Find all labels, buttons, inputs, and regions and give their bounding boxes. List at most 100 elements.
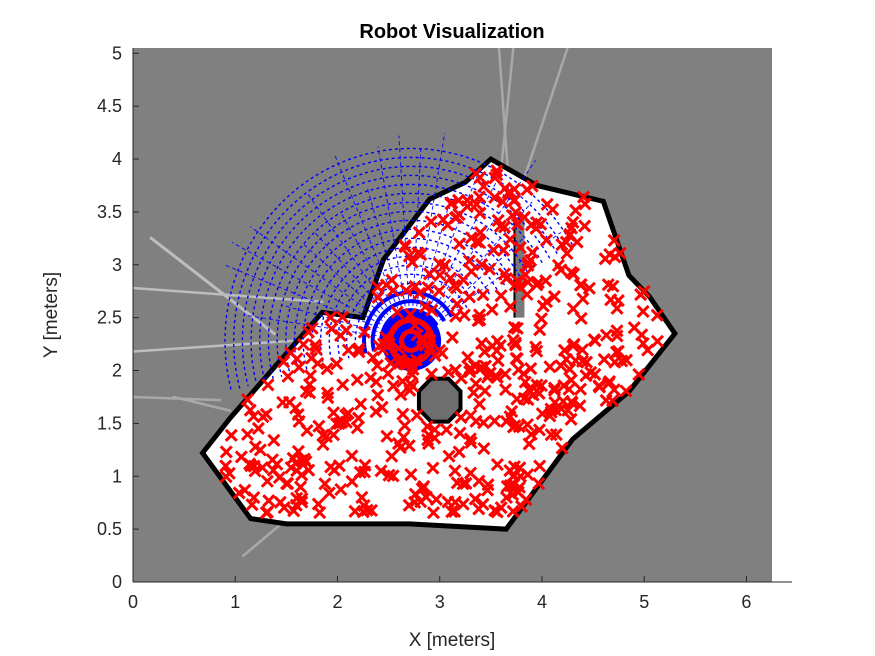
- particle-stroke: [563, 362, 577, 376]
- particle: [240, 427, 255, 442]
- particle: [576, 190, 591, 204]
- particle: [569, 203, 583, 218]
- particle-stroke: [453, 426, 467, 440]
- particle-stroke: [232, 486, 246, 500]
- particle-stroke: [490, 458, 504, 472]
- particle-stroke: [599, 393, 613, 407]
- particle-stroke: [399, 283, 413, 298]
- particle: [405, 367, 419, 382]
- particle: [566, 215, 580, 229]
- particle: [245, 498, 259, 512]
- particle-stroke: [533, 459, 547, 473]
- particle-stroke: [259, 506, 273, 520]
- particle: [606, 279, 620, 293]
- particle-stroke: [450, 476, 464, 490]
- particle: [498, 367, 512, 381]
- particle: [414, 495, 428, 509]
- particle: [632, 367, 646, 382]
- particle: [327, 463, 341, 477]
- particle-stroke: [234, 450, 248, 464]
- particle-stroke: [472, 474, 486, 488]
- particle-stroke: [574, 278, 588, 292]
- particle-stroke: [464, 435, 478, 450]
- particle-stroke: [272, 470, 286, 485]
- map-ray-trace: [521, 48, 569, 182]
- particle: [435, 346, 449, 360]
- y-axis-label: Y [meters]: [41, 272, 62, 358]
- particle-stroke: [517, 210, 532, 224]
- particle: [375, 400, 389, 414]
- particle: [575, 354, 590, 368]
- particle-stroke: [311, 356, 325, 370]
- particle: [472, 235, 486, 249]
- particle-stroke: [469, 414, 483, 428]
- particle: [443, 271, 457, 285]
- particle: [394, 353, 408, 367]
- particle: [503, 299, 517, 314]
- particle-stroke: [499, 271, 513, 286]
- particle: [469, 414, 483, 428]
- particle-stroke: [517, 391, 531, 405]
- particle: [403, 307, 417, 321]
- particle-stroke: [384, 356, 398, 370]
- particle-stroke: [472, 235, 486, 249]
- particle: [326, 428, 341, 442]
- particle: [452, 445, 466, 459]
- particle: [284, 346, 298, 360]
- particle-stroke: [488, 171, 502, 185]
- particle: [505, 208, 519, 222]
- particle-stroke: [566, 215, 580, 229]
- y-tick-label: 4: [112, 149, 122, 169]
- particle: [428, 431, 442, 445]
- particle: [547, 290, 561, 304]
- particle: [573, 382, 588, 396]
- particle: [522, 437, 536, 451]
- particle-stroke: [473, 361, 487, 376]
- particle-stroke: [390, 305, 404, 319]
- particle: [564, 265, 578, 279]
- particle-stroke: [606, 279, 620, 293]
- particle-stroke: [341, 406, 355, 420]
- particle-stroke: [494, 501, 508, 515]
- x-tick-label: 2: [332, 592, 342, 612]
- particle: [554, 402, 568, 416]
- particle-stroke: [418, 338, 432, 352]
- particle: [424, 215, 438, 229]
- particle-stroke: [506, 333, 520, 347]
- particle: [380, 429, 394, 443]
- particle: [293, 480, 308, 494]
- particle-stroke: [509, 338, 523, 352]
- particle: [320, 362, 334, 376]
- particle: [518, 268, 533, 282]
- particle-stroke: [597, 352, 611, 367]
- particle: [391, 436, 406, 451]
- particle: [521, 258, 535, 272]
- particle: [345, 474, 359, 488]
- particle-stroke: [222, 466, 236, 480]
- particle: [251, 421, 265, 435]
- particle-stroke: [494, 289, 508, 303]
- particle-stroke: [570, 235, 584, 249]
- particle: [473, 361, 487, 376]
- particle: [602, 374, 617, 389]
- particle-stroke: [352, 345, 366, 359]
- particle: [515, 499, 529, 513]
- particle-stroke: [477, 345, 492, 359]
- particle: [302, 377, 317, 392]
- particle-stroke: [411, 246, 425, 260]
- particle-stroke: [219, 445, 233, 459]
- particle-stroke: [445, 505, 459, 519]
- particle: [295, 468, 309, 482]
- particle: [452, 208, 466, 222]
- particle-stroke: [530, 344, 544, 358]
- x-tick-label: 5: [639, 592, 649, 612]
- particle: [475, 258, 489, 272]
- particle-stroke: [418, 300, 432, 314]
- particle: [350, 421, 364, 435]
- y-tick-label: 3.5: [97, 202, 122, 222]
- particle-stroke: [510, 274, 524, 288]
- particle: [529, 340, 543, 354]
- particle-stroke: [325, 322, 339, 336]
- particle-stroke: [532, 423, 547, 437]
- particle: [403, 383, 417, 397]
